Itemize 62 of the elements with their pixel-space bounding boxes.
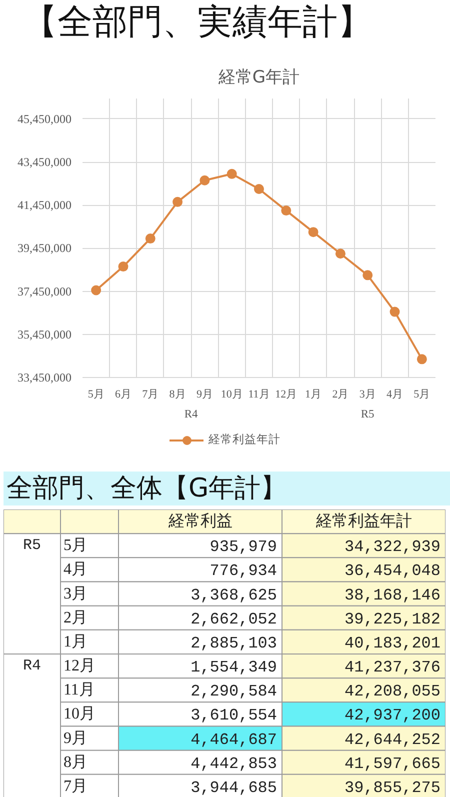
data-label: 2,662,052 [190,610,278,628]
x-tick-label: 6月 [114,388,132,400]
x-tick-label: 9月 [196,388,213,400]
y-tick-label: 33,450,000 [18,370,72,384]
y-tick-label: 1月 [64,633,88,650]
data-label: 3,944,685 [190,778,278,797]
chart-title: 全部門、全体【G年計】 [6,474,287,504]
y-tick-label: 37,450,000 [18,284,72,298]
y-tick-label: 2月 [64,609,88,626]
y-tick-label: 7月 [64,778,88,795]
data-label: 3,610,554 [190,706,278,725]
y-tick-label: 39,450,000 [18,241,72,256]
x-tick-label: 12月 [275,388,298,400]
x-tick-label: 7月 [142,388,159,400]
x-tick-label: 5月 [414,388,430,400]
data-label: 776,934 [210,562,278,580]
text: R5 [360,408,375,420]
data-label: 34,322,939 [344,538,440,556]
y2-tick-label: R4 [23,658,42,675]
y-tick-label: 12月 [64,658,96,675]
y-tick-label: 35,450,000 [18,327,72,342]
x-tick-label: 5月 [88,388,104,400]
data-label: 42,208,055 [344,682,440,701]
data-label: 42,644,252 [344,730,440,749]
x-tick-label: 10月 [220,388,243,400]
y-tick-label: 8月 [64,754,88,771]
data-label: 3,368,625 [190,586,278,604]
x-tick-label: 経常利益 [167,512,232,530]
data-label: 41,237,376 [344,658,440,677]
y-tick-label: 4月 [64,561,88,578]
data-label: 40,183,201 [344,634,440,652]
legend-label: 経常利益年計 [208,432,280,447]
y-tick-label: 43,450,000 [18,155,72,170]
data-label: 1,554,349 [190,658,278,677]
data-label: 2,290,584 [190,682,278,701]
text: R4 [184,408,198,420]
data-label: 2,885,103 [190,634,278,652]
data-label: 36,454,048 [344,562,440,580]
x-tick-label: 2月 [332,388,349,400]
y-tick-label: 11月 [64,682,95,699]
data-label: 39,855,275 [344,778,440,797]
data-label: 38,168,146 [344,586,440,604]
data-label: 935,979 [210,538,278,556]
y-tick-label: 5月 [64,537,88,554]
x-tick-label: 8月 [169,388,186,400]
y2-tick-label: R5 [23,537,42,554]
y-tick-label: 10月 [64,706,96,723]
data-label: 4,464,687 [190,730,278,749]
y-tick-label: 9月 [64,730,88,747]
chart-title: 【全部門、実績年計】 [22,2,372,42]
data-label: 4,442,853 [190,754,278,773]
data-label: 39,225,182 [344,610,440,628]
data-label: 42,937,200 [344,706,440,725]
y-tick-label: 3月 [64,585,88,602]
x-tick-label: 1月 [305,388,322,400]
x-tick-label: 4月 [386,388,404,400]
x-tick-label: 3月 [359,388,376,400]
chart-subtitle: 経常G年計 [217,68,300,88]
y-tick-label: 41,450,000 [18,198,72,212]
y-tick-label: 45,450,000 [18,112,72,126]
x-tick-label: 11月 [248,388,270,400]
data-label: 41,597,665 [344,754,440,773]
